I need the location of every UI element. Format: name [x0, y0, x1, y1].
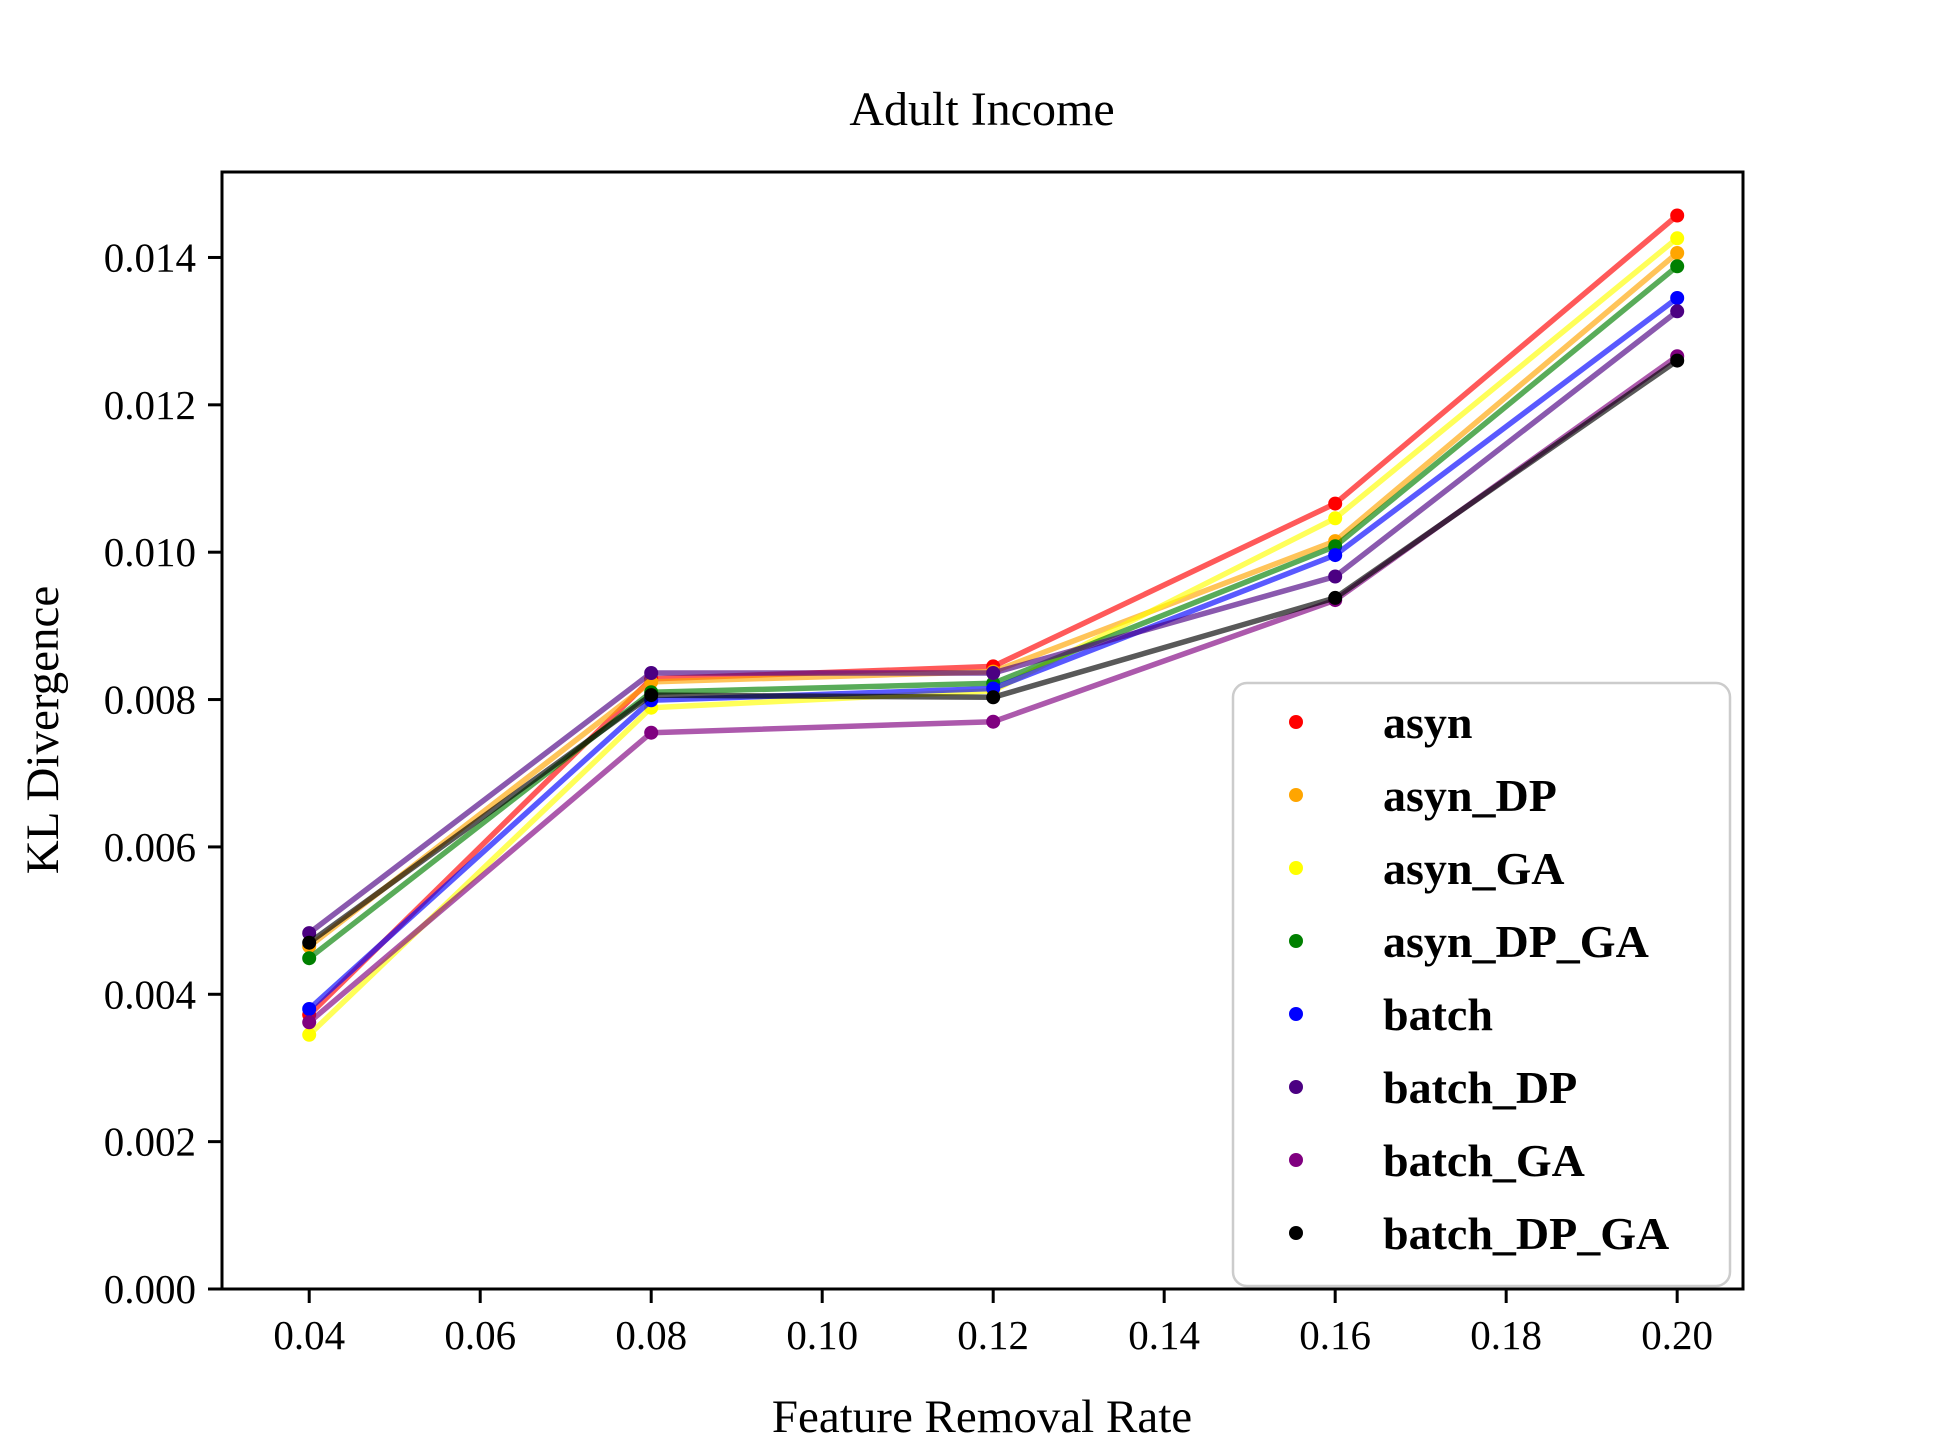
legend-box: [1231, 681, 1732, 1288]
data-point-asyn: [1670, 208, 1685, 223]
y-tick-label: 0.012: [104, 382, 196, 428]
x-tick-label: 0.18: [1470, 1312, 1542, 1358]
legend-label-batch_DP: batch_DP: [1383, 1062, 1577, 1113]
data-point-batch_GA: [986, 714, 1001, 729]
legend-marker-asyn: [1289, 715, 1303, 729]
legend-label-batch_GA: batch_GA: [1383, 1135, 1585, 1186]
x-tick-label: 0.16: [1299, 1312, 1371, 1358]
data-point-batch: [1328, 548, 1343, 563]
data-point-batch_DP: [1328, 569, 1343, 584]
data-point-asyn_GA: [1670, 231, 1685, 246]
y-tick-label: 0.006: [104, 824, 196, 870]
data-point-batch_DP_GA: [1670, 353, 1685, 368]
data-point-asyn_GA: [302, 1027, 317, 1042]
data-point-asyn_GA: [1328, 511, 1343, 526]
data-point-batch_GA: [302, 1015, 317, 1030]
x-tick-label: 0.06: [444, 1312, 516, 1358]
x-tick-label: 0.12: [957, 1312, 1029, 1358]
data-point-asyn_DP_GA: [302, 951, 317, 966]
data-series: [302, 208, 1685, 1042]
x-tick-label: 0.20: [1641, 1312, 1713, 1358]
legend-marker-asyn_DP: [1289, 788, 1303, 802]
y-tick-label: 0.014: [104, 234, 196, 280]
data-point-batch_DP: [1670, 304, 1685, 319]
x-tick-label: 0.04: [273, 1312, 345, 1358]
chart-title: Adult Income: [849, 83, 1114, 136]
x-axis-label: Feature Removal Rate: [772, 1391, 1192, 1443]
legend-marker-asyn_GA: [1289, 861, 1303, 875]
legend-label-asyn_DP: asyn_DP: [1383, 770, 1557, 821]
x-tick-label: 0.10: [786, 1312, 858, 1358]
legend-marker-batch_DP_GA: [1289, 1226, 1303, 1240]
plot-area-border: [220, 170, 1745, 1291]
x-tick-label: 0.08: [615, 1312, 687, 1358]
data-point-batch_DP_GA: [302, 935, 317, 950]
data-point-batch_DP_GA: [986, 690, 1001, 705]
legend-label-asyn_DP_GA: asyn_DP_GA: [1383, 916, 1649, 967]
legend-marker-batch_GA: [1289, 1153, 1303, 1167]
legend-label-asyn: asyn: [1383, 697, 1472, 748]
y-tick-label: 0.010: [104, 529, 196, 575]
data-point-batch_DP: [986, 666, 1001, 680]
y-tick-label: 0.000: [104, 1266, 196, 1312]
data-point-asyn_DP_GA: [1670, 259, 1685, 274]
legend-marker-asyn_DP_GA: [1289, 934, 1303, 948]
y-tick-label: 0.002: [104, 1119, 196, 1165]
y-tick-label: 0.008: [104, 677, 196, 723]
legend-label-batch_DP_GA: batch_DP_GA: [1383, 1208, 1669, 1259]
data-point-asyn: [1328, 496, 1343, 511]
data-point-batch: [1670, 291, 1685, 305]
y-axis-label: KL Divergence: [17, 586, 69, 874]
data-point-batch: [302, 1002, 317, 1016]
data-point-batch_DP_GA: [644, 688, 659, 703]
data-point-batch_DP: [302, 926, 317, 941]
axis-ticks: 0.04 0.06 0.08 0.10 0.12 0.14 0.16 0.18 0.20 0.00…: [104, 234, 1713, 1358]
data-point-batch_DP_GA: [1328, 590, 1343, 605]
x-tick-label: 0.14: [1128, 1312, 1200, 1358]
legend-marker-batch: [1289, 1007, 1303, 1021]
data-point-batch_GA: [644, 725, 659, 740]
legend-marker-batch_DP: [1289, 1080, 1303, 1094]
y-tick-label: 0.004: [104, 971, 196, 1017]
data-point-asyn_DP: [1670, 246, 1685, 260]
data-point-batch_DP: [644, 666, 659, 680]
legend-label-batch: batch: [1383, 989, 1493, 1040]
legend-label-asyn_GA: asyn_GA: [1383, 843, 1564, 894]
